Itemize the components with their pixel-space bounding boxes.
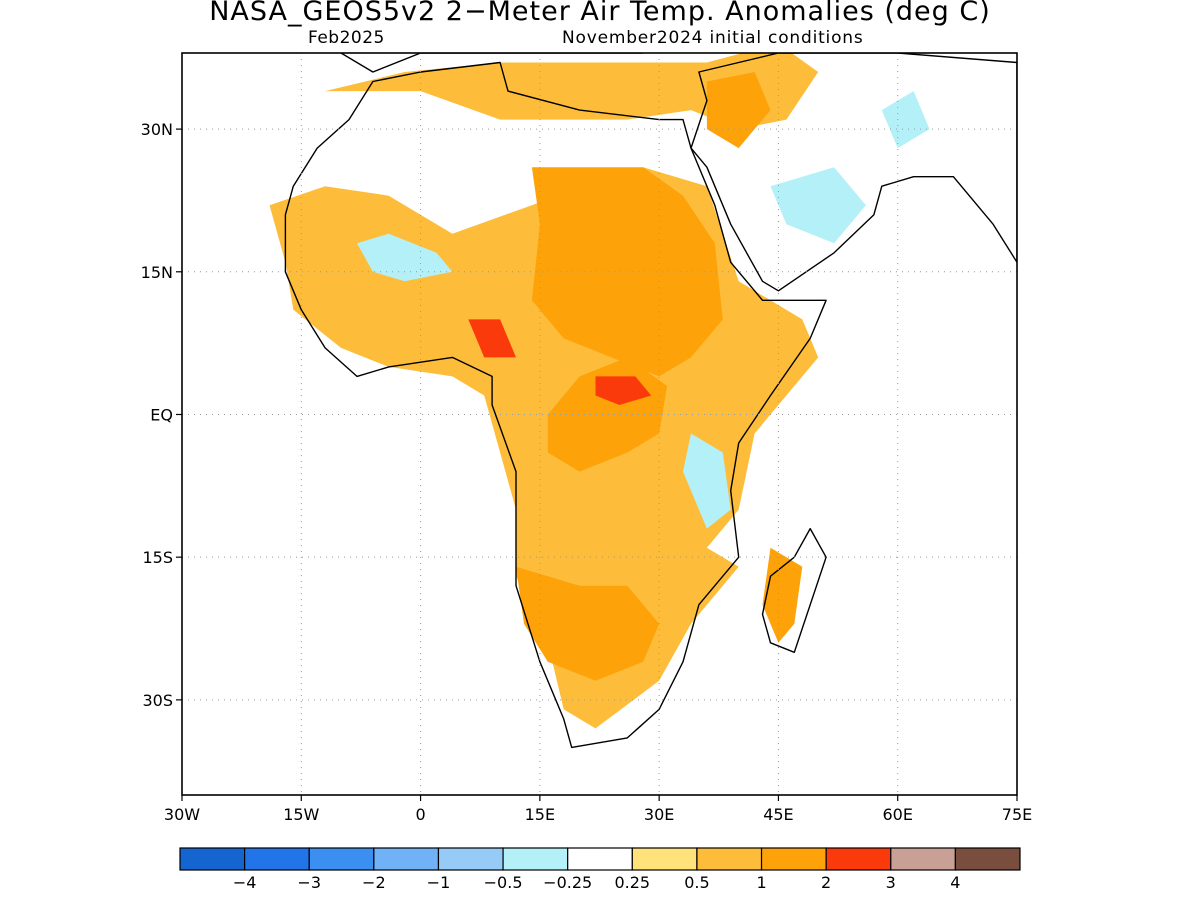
colorbar: −4 −3 −2 −1 −0.5 −0.25 0.25 0.5 1 2 3 4 bbox=[179, 847, 1021, 892]
lon-tick-label: 15E bbox=[525, 805, 555, 824]
coastline-arabia-asia bbox=[690, 53, 1017, 292]
lon-tick-label: 30E bbox=[644, 805, 674, 824]
lat-tick-label: 15N bbox=[141, 263, 173, 282]
coastline-madagascar bbox=[761, 527, 827, 653]
colorbar-label: −4 bbox=[233, 873, 257, 892]
colorbar-label: 2 bbox=[821, 873, 831, 892]
colorbar-swatch bbox=[890, 847, 956, 871]
coastlines bbox=[284, 53, 1017, 749]
colorbar-label: −0.25 bbox=[543, 873, 592, 892]
initial-conditions: November2024 initial conditions bbox=[562, 28, 864, 48]
anomaly-region-7 bbox=[468, 319, 516, 358]
colorbar-swatch bbox=[373, 847, 440, 871]
colorbar-swatch bbox=[308, 847, 375, 871]
colorbar-label: −3 bbox=[297, 873, 321, 892]
colorbar-label: −0.5 bbox=[484, 873, 523, 892]
colorbar-swatch bbox=[244, 847, 310, 871]
map-frame bbox=[181, 52, 1018, 796]
lon-tick-label: 60E bbox=[882, 805, 912, 824]
colorbar-label: 3 bbox=[886, 873, 896, 892]
anomaly-region-9 bbox=[357, 233, 453, 282]
lon-tick-label: 75E bbox=[1002, 805, 1032, 824]
colorbar-label: 4 bbox=[950, 873, 960, 892]
colorbar-swatch bbox=[437, 847, 504, 871]
colorbar-label: 0.25 bbox=[614, 873, 650, 892]
lon-tick-label: 15W bbox=[283, 805, 319, 824]
colorbar-label: −1 bbox=[427, 873, 451, 892]
map-title: NASA_GEOS5v2 2−Meter Air Temp. Anomalies… bbox=[209, 0, 991, 27]
anomaly-region-12 bbox=[881, 91, 930, 149]
lon-tick-label: 0 bbox=[415, 805, 425, 824]
graticule bbox=[182, 53, 1017, 795]
anomaly-region-2 bbox=[531, 167, 723, 377]
colorbar-swatch bbox=[502, 847, 569, 871]
anomaly-shading bbox=[269, 53, 930, 729]
anomaly-region-5 bbox=[762, 547, 803, 643]
anomaly-region-8 bbox=[595, 376, 652, 405]
colorbar-label: −2 bbox=[362, 873, 386, 892]
colorbar-swatch bbox=[696, 847, 763, 871]
lat-tick-label: 15S bbox=[142, 548, 173, 567]
axis-labels: 30W 15W 0 15E 30E 45E 60E 75E 30N 15N EQ 15S 30S bbox=[141, 120, 1033, 824]
lat-tick-label: EQ bbox=[150, 405, 173, 424]
lat-tick-label: 30S bbox=[142, 691, 173, 710]
lon-tick-label: 45E bbox=[763, 805, 793, 824]
colorbar-label: 1 bbox=[756, 873, 766, 892]
anomaly-region-0 bbox=[325, 53, 819, 130]
colorbar-swatch bbox=[760, 847, 827, 871]
lat-tick-label: 30N bbox=[141, 120, 173, 139]
colorbar-swatch bbox=[179, 847, 246, 871]
anomaly-region-10 bbox=[770, 167, 866, 244]
colorbar-swatch bbox=[631, 847, 698, 871]
colorbar-swatch bbox=[825, 847, 892, 871]
colorbar-label: 0.5 bbox=[684, 873, 709, 892]
colorbar-swatch bbox=[954, 847, 1021, 871]
colorbar-swatch bbox=[567, 847, 633, 871]
anomaly-region-4 bbox=[516, 566, 660, 681]
coastline-africa bbox=[284, 61, 827, 749]
coastline-europe bbox=[340, 53, 644, 73]
lon-tick-label: 30W bbox=[164, 805, 200, 824]
valid-month: Feb2025 bbox=[308, 28, 385, 48]
anomaly-region-11 bbox=[683, 433, 731, 529]
